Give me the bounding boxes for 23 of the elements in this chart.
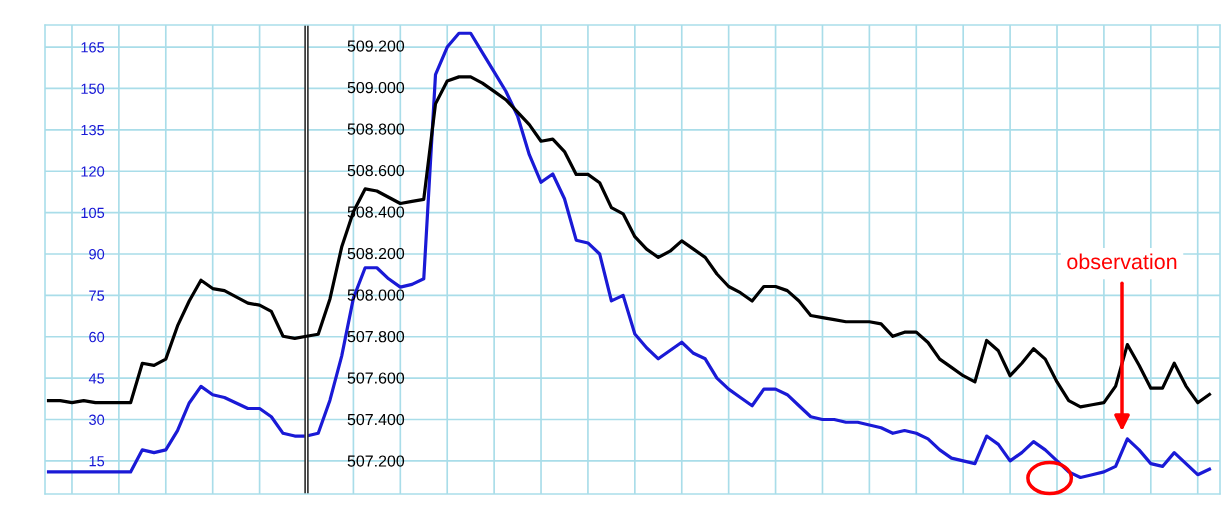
y-tick-label: 105	[81, 207, 105, 219]
line-series	[46, 75, 1212, 409]
y2-tick-label: 507.600	[347, 372, 405, 384]
y2-tick-label: 508.600	[347, 164, 405, 177]
y-tick-label: 90	[89, 249, 105, 260]
y2-tick-label: 508.200	[347, 247, 405, 260]
y2-tick-label: 509.200	[347, 40, 405, 52]
y2-tick-label: 509.000	[347, 81, 405, 94]
line-series	[46, 31, 1212, 480]
y-tick-label: 15	[89, 456, 105, 467]
y-tick-label: 75	[89, 290, 105, 301]
y2-tick-label: 508.800	[347, 123, 405, 135]
annotation: observation	[1067, 253, 1177, 270]
y-tick-label: 120	[81, 166, 105, 177]
y2-tick-label: 507.800	[347, 330, 405, 343]
y2-tick-label: 507.400	[347, 413, 405, 426]
y-tick-label: 150	[81, 83, 105, 94]
y-tick-label: 30	[89, 414, 105, 425]
y2-tick-label: 507.200	[347, 455, 405, 467]
y-tick-label: 135	[81, 124, 105, 136]
y-tick-label: 60	[89, 331, 105, 343]
y-tick-label: 45	[88, 373, 105, 384]
y-tick-label: 165	[81, 42, 105, 53]
